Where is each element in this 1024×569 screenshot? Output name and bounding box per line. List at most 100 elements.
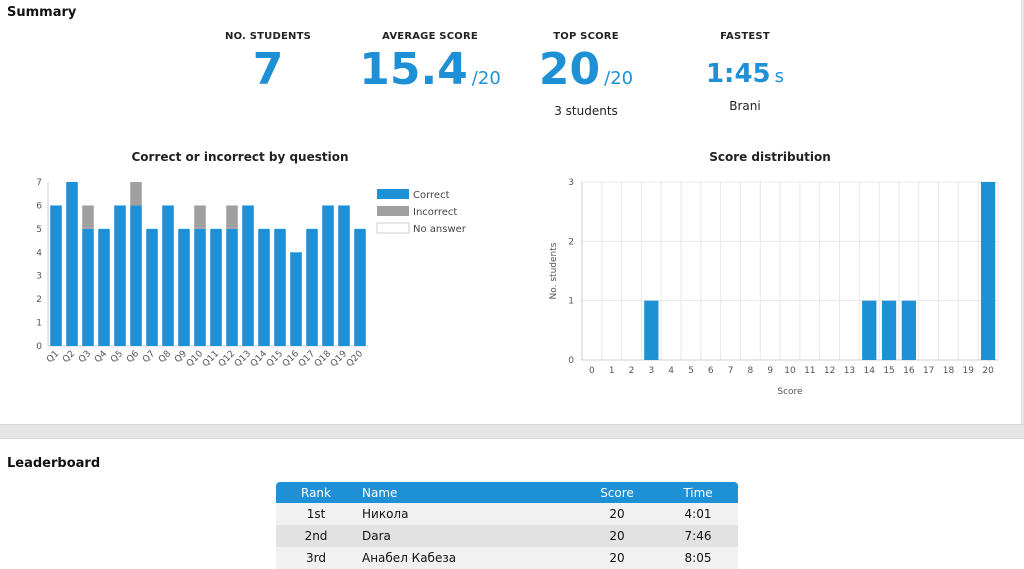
y-tick-label: 2	[36, 295, 42, 305]
x-tick-label: 11	[804, 366, 815, 376]
x-tick-label: Q1	[45, 349, 61, 365]
x-tick-label: Q18	[313, 349, 333, 369]
leaderboard-title: Leaderboard	[7, 456, 101, 471]
bar-incorrect	[194, 205, 206, 229]
x-tick-label: Q15	[265, 349, 285, 369]
bar-correct	[258, 228, 270, 346]
row-name: Dara	[356, 525, 576, 547]
score-bar	[644, 300, 659, 360]
bar-incorrect	[130, 182, 142, 206]
x-tick-label: 8	[748, 366, 754, 376]
x-tick-label: Q17	[297, 349, 317, 369]
leaderboard-header-row: Rank Name Score Time	[276, 482, 738, 503]
table-row: 1st Никола 20 4:01	[276, 503, 738, 525]
y-tick-label: 1	[568, 297, 574, 307]
bar-correct	[322, 205, 334, 346]
bar-correct	[338, 205, 350, 346]
stat-top-label: TOP SCORE	[553, 31, 619, 42]
table-row: 2nd Dara 20 7:46	[276, 525, 738, 547]
x-tick-label: 12	[824, 366, 835, 376]
legend-swatch	[376, 222, 410, 234]
x-tick-label: Q8	[157, 349, 173, 365]
row-rank: 3rd	[276, 547, 356, 569]
x-tick-label: 9	[767, 366, 773, 376]
y-tick-label: 0	[36, 342, 42, 352]
header-time[interactable]: Time	[658, 482, 738, 503]
x-tick-label: Q6	[125, 349, 141, 365]
row-time: 4:01	[658, 503, 738, 525]
header-name[interactable]: Name	[356, 482, 576, 503]
stat-students-label: NO. STUDENTS	[225, 31, 311, 42]
y-tick-label: 7	[36, 178, 42, 188]
bar-correct	[306, 228, 318, 346]
stat-students-value: 7	[252, 44, 284, 95]
stat-average-label: AVERAGE SCORE	[382, 31, 478, 42]
bar-correct	[114, 205, 126, 346]
table-row: 3rd Анабел Кабеза 20 8:05	[276, 547, 738, 569]
row-time: 7:46	[658, 525, 738, 547]
x-tick-label: Q14	[249, 349, 269, 369]
x-tick-label: Q13	[233, 349, 253, 369]
x-tick-label: 14	[864, 366, 876, 376]
y-tick-label: 3	[36, 272, 42, 282]
stat-fastest-sub: Brani	[729, 99, 761, 113]
row-rank: 2nd	[276, 525, 356, 547]
legend-label: No answer	[413, 224, 467, 235]
bar-incorrect	[82, 205, 94, 229]
row-score: 20	[576, 503, 658, 525]
stat-fastest-unit: s	[774, 66, 785, 87]
stat-students: NO. STUDENTS 7	[218, 31, 318, 92]
stat-fastest-value-wrap: 1:45 s	[695, 60, 795, 91]
y-tick-label: 1	[36, 319, 42, 329]
bar-correct	[98, 228, 110, 346]
stat-fastest-label: FASTEST	[720, 31, 770, 42]
x-tick-label: 19	[963, 366, 975, 376]
row-name: Никола	[356, 503, 576, 525]
stat-top: TOP SCORE 20/20 3 students	[530, 31, 642, 118]
x-tick-label: 10	[784, 366, 796, 376]
x-tick-label: Q16	[281, 349, 301, 369]
x-tick-label: Q12	[217, 349, 237, 369]
bar-correct	[162, 205, 174, 346]
header-rank[interactable]: Rank	[276, 482, 356, 503]
x-tick-label: 6	[708, 366, 714, 376]
x-tick-label: Q20	[345, 349, 365, 369]
x-tick-label: Q4	[93, 349, 109, 365]
x-tick-label: 15	[883, 366, 894, 376]
bar-incorrect	[226, 205, 238, 229]
stat-fastest: FASTEST 1:45 s Brani	[695, 31, 795, 113]
x-tick-label: 13	[844, 366, 855, 376]
x-tick-label: 18	[943, 366, 955, 376]
x-tick-label: Q3	[77, 349, 93, 365]
bar-correct	[130, 205, 142, 346]
header-score[interactable]: Score	[576, 482, 658, 503]
y-tick-label: 2	[568, 237, 574, 247]
score-bar	[881, 300, 897, 360]
x-axis-title: Score	[777, 387, 803, 397]
stat-top-denom: /20	[604, 68, 634, 89]
bar-correct	[274, 228, 286, 346]
panel-edge	[1021, 0, 1024, 424]
x-tick-label: 20	[982, 366, 994, 376]
score-bar	[901, 300, 916, 360]
x-tick-label: Q19	[329, 349, 349, 369]
stat-fastest-value: 1:45	[705, 59, 771, 89]
legend-swatch	[377, 206, 409, 216]
score-bar	[862, 300, 877, 360]
section-divider	[0, 424, 1024, 439]
stat-average-value: 15.4	[359, 44, 468, 95]
row-time: 8:05	[658, 547, 738, 569]
summary-title: Summary	[7, 5, 77, 20]
x-tick-label: 1	[609, 366, 615, 376]
bar-correct	[178, 228, 190, 346]
bar-correct	[50, 205, 62, 346]
y-tick-label: 3	[568, 178, 574, 188]
x-tick-label: 5	[688, 366, 694, 376]
stat-average: AVERAGE SCORE 15.4/20	[355, 31, 505, 101]
y-tick-label: 4	[36, 248, 42, 258]
chart1-title: Correct or incorrect by question	[131, 150, 349, 164]
x-tick-label: Q2	[61, 349, 77, 365]
legend-swatch	[377, 189, 409, 199]
x-tick-label: 17	[923, 366, 934, 376]
